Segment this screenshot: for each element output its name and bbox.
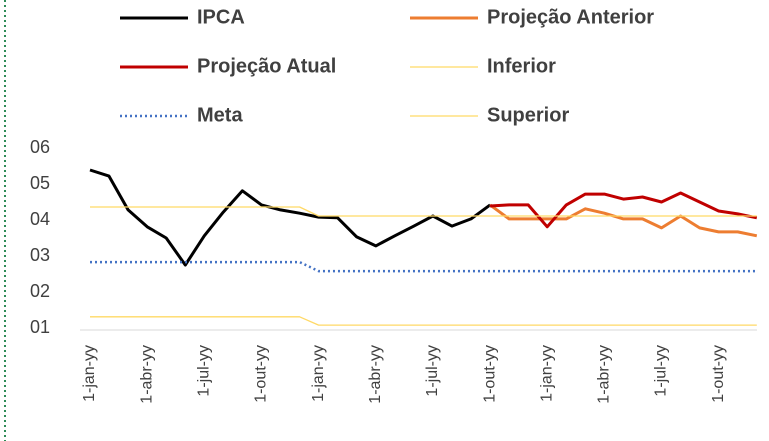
legend-label: Superior [487,104,569,126]
x-tick-label: 1-jan-yy [538,345,555,402]
x-tick-label: 1-jan-yy [81,345,98,402]
legend-label: Meta [197,104,243,126]
legend-label: Projeção Atual [197,55,336,77]
y-tick-label: 04 [30,209,50,229]
x-tick-label: 1-out-yy [481,345,498,403]
y-tick-label: 01 [30,317,50,337]
x-tick-label: 1-abr-yy [367,345,384,404]
series-line [89,168,491,267]
x-tick-label: 1-jan-yy [310,345,327,402]
x-tick-label: 1-out-yy [253,345,270,403]
series-line [90,260,757,273]
y-tick-label: 03 [30,245,50,265]
series-line [490,191,758,229]
y-tick-label: 02 [30,281,50,301]
legend-label: Inferior [487,55,556,77]
y-tick-label: 05 [30,173,50,193]
x-tick-label: 1-out-yy [710,345,727,403]
series-line [489,203,758,238]
series-line [90,206,757,217]
legend-label: Projeção Anterior [487,6,654,28]
x-tick-label: 1-jul-yy [424,345,441,397]
legend-label: IPCA [197,6,245,28]
series-line [90,316,757,326]
x-tick-label: 1-abr-yy [596,345,613,404]
x-tick-label: 1-abr-yy [138,345,155,404]
x-tick-label: 1-jul-yy [196,345,213,397]
y-tick-label: 06 [30,137,50,157]
x-tick-label: 1-jul-yy [653,345,670,397]
